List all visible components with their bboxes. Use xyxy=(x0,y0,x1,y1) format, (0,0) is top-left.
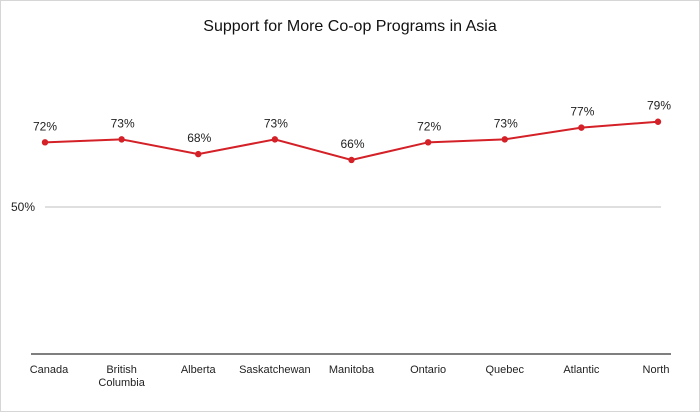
x-tick-label: Alberta xyxy=(181,364,217,376)
data-label: 66% xyxy=(340,137,364,151)
chart-title: Support for More Co-op Programs in Asia xyxy=(203,18,497,35)
x-tick-label: Saskatchewan xyxy=(239,364,311,376)
data-label: 79% xyxy=(647,99,671,113)
x-tick-label: British Columbia xyxy=(98,364,145,389)
data-point xyxy=(41,139,49,146)
data-label: 72% xyxy=(417,119,441,133)
x-tick-label: Quebec xyxy=(485,364,524,376)
data-point xyxy=(578,124,585,131)
data-label: 68% xyxy=(187,131,211,145)
x-tick-label: Canada xyxy=(30,364,69,376)
data-point xyxy=(424,139,432,146)
data-point xyxy=(195,150,202,158)
data-point xyxy=(118,136,125,143)
data-label: 72% xyxy=(33,119,57,133)
series-group: 72% 73% 68% 73% 66% 72% 73% 77% 79% xyxy=(33,99,671,164)
data-label: 73% xyxy=(264,116,288,130)
data-label: 73% xyxy=(494,116,518,130)
x-tick-label: Ontario xyxy=(410,364,446,376)
reference-line-label: 50% xyxy=(11,200,35,214)
x-tick-labels: Canada British Columbia Alberta Saskatchewan… xyxy=(30,364,670,389)
data-point xyxy=(654,118,662,125)
data-point xyxy=(348,156,355,164)
data-point xyxy=(501,136,508,143)
x-tick-label: Manitoba xyxy=(329,364,375,376)
x-tick-label: North xyxy=(643,364,670,376)
data-label: 77% xyxy=(570,105,594,119)
data-point xyxy=(271,136,279,143)
data-label: 73% xyxy=(111,116,135,130)
x-tick-label: Atlantic xyxy=(563,364,600,376)
